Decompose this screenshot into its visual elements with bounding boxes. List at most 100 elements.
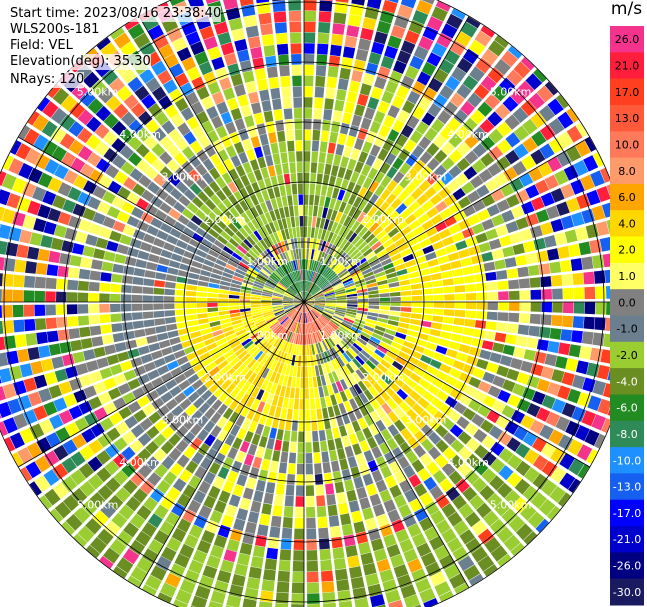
- range-gate: [369, 370, 381, 382]
- range-gate: [435, 370, 448, 382]
- range-ring-label: 5.00km: [490, 86, 532, 99]
- range-gate: [296, 302, 304, 310]
- range-gate: [181, 257, 193, 266]
- range-gate: [305, 409, 311, 421]
- range-gate: [468, 39, 486, 56]
- range-gate: [296, 226, 300, 238]
- range-gate: [235, 268, 246, 276]
- range-gate: [291, 604, 304, 607]
- range-gate: [283, 506, 294, 518]
- range-gate: [252, 57, 265, 70]
- range-gate: [292, 249, 297, 260]
- range-gate: [376, 249, 388, 258]
- range-gate: [349, 386, 358, 398]
- range-gate: [490, 441, 505, 456]
- range-gate: [307, 259, 311, 270]
- range-gate: [300, 292, 304, 302]
- range-gate: [310, 173, 317, 184]
- range-gate: [282, 252, 289, 263]
- range-gate: [191, 260, 203, 269]
- range-gate: [314, 261, 319, 272]
- colorbar-swatch: [610, 131, 644, 159]
- range-gate: [298, 194, 303, 205]
- range-gate: [539, 143, 555, 160]
- range-gate: [297, 302, 304, 311]
- range-gate: [595, 286, 606, 299]
- range-gate: [532, 437, 547, 453]
- range-gate: [299, 216, 304, 227]
- range-gate: [261, 458, 271, 471]
- range-ring-label: 1.00km: [320, 329, 362, 342]
- range-gate: [469, 494, 485, 510]
- range-gate: [389, 311, 401, 317]
- range-gate: [85, 134, 101, 150]
- range-gate: [434, 221, 448, 232]
- range-gate: [231, 319, 243, 326]
- range-gate: [208, 282, 220, 289]
- colorbar-swatch: [610, 26, 644, 53]
- range-gate: [541, 302, 552, 313]
- range-gate: [425, 403, 438, 416]
- range-gate: [336, 302, 347, 304]
- range-gate: [160, 222, 173, 234]
- colorbar-swatch: [610, 578, 644, 606]
- range-gate: [396, 268, 408, 276]
- range-gate: [393, 564, 409, 578]
- range-gate: [68, 215, 82, 229]
- range-gate: [311, 366, 316, 377]
- range-gate: [320, 397, 327, 409]
- range-gate: [304, 312, 307, 324]
- range-gate: [173, 246, 186, 256]
- range-gate: [235, 414, 246, 427]
- range-gate: [304, 293, 311, 302]
- range-gate: [282, 300, 294, 302]
- range-gate: [184, 569, 200, 584]
- range-gate: [52, 482, 69, 499]
- range-gate: [317, 262, 323, 273]
- range-gate: [361, 214, 371, 226]
- range-gate: [380, 175, 392, 188]
- range-gate: [393, 494, 407, 508]
- range-gate: [526, 375, 540, 389]
- range-gate: [128, 152, 142, 167]
- range-gate: [437, 110, 452, 125]
- range-gate: [357, 417, 368, 430]
- range-gate: [304, 377, 309, 388]
- range-gate: [178, 195, 191, 207]
- range-gate: [211, 351, 223, 361]
- range-gate: [142, 548, 159, 564]
- range-gate: [319, 0, 333, 1]
- range-gate: [471, 337, 484, 348]
- range-gate: [224, 329, 235, 337]
- range-gate: [304, 248, 307, 259]
- range-gate: [344, 282, 355, 289]
- range-gate: [386, 0, 399, 4]
- range-gate: [547, 98, 564, 116]
- range-gate: [290, 260, 296, 272]
- range-gate: [380, 188, 391, 201]
- range-gate: [365, 154, 376, 167]
- range-gate: [441, 270, 453, 279]
- range-gate: [568, 478, 581, 493]
- range-gate: [216, 162, 227, 176]
- range-gate: [196, 297, 207, 302]
- range-gate: [217, 360, 229, 370]
- range-gate: [377, 317, 389, 324]
- range-gate: [282, 302, 294, 305]
- range-gate: [147, 181, 161, 195]
- range-gate: [79, 374, 93, 387]
- range-gate: [434, 545, 450, 561]
- range-gate: [200, 328, 212, 336]
- range-gate: [367, 167, 378, 180]
- range-gate: [234, 177, 244, 190]
- range-gate: [505, 132, 521, 148]
- range-gate: [304, 216, 308, 227]
- range-gate: [367, 97, 380, 110]
- range-gate: [409, 55, 424, 70]
- range-gate: [230, 386, 241, 398]
- range-gate: [362, 328, 373, 336]
- range-gate: [197, 313, 208, 319]
- range-gate: [581, 256, 594, 270]
- range-gate: [387, 129, 400, 142]
- range-gate: [287, 250, 293, 261]
